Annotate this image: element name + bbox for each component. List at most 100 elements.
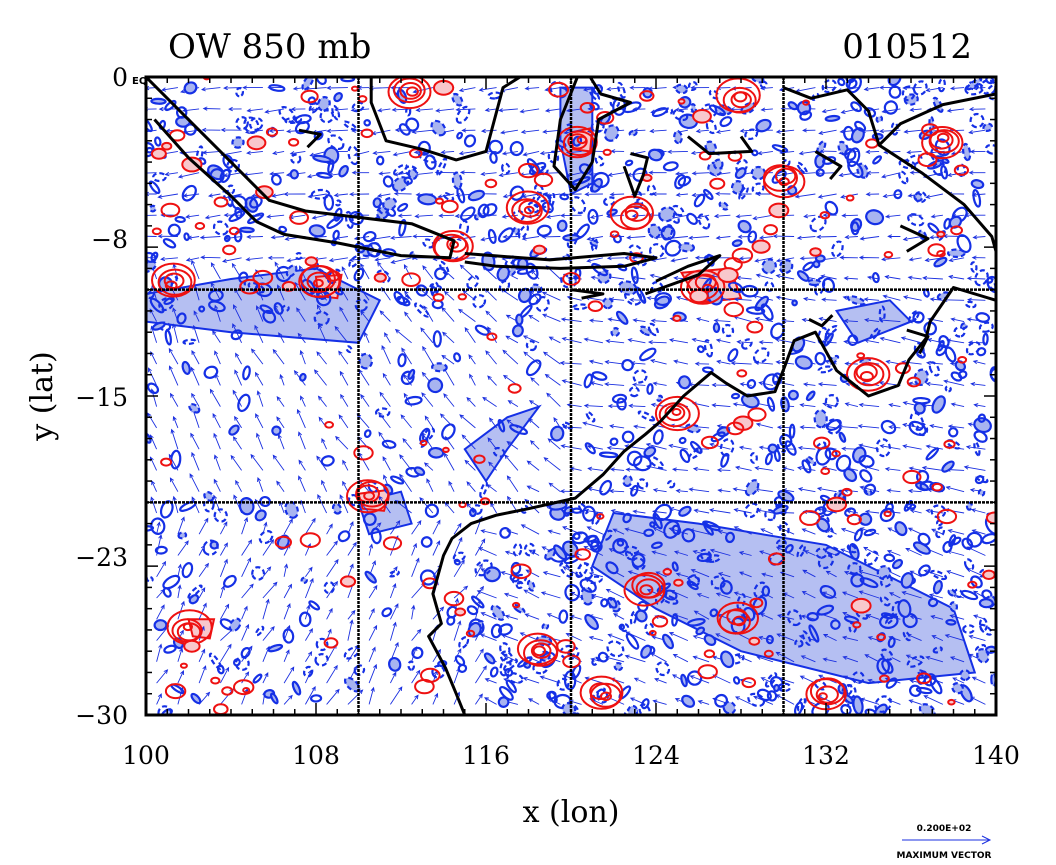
positive-contour xyxy=(927,243,946,257)
wind-vector xyxy=(673,550,689,556)
vector-legend-caption: MAXIMUM VECTOR xyxy=(896,851,991,861)
wind-vector xyxy=(545,214,561,219)
wind-vector xyxy=(156,693,162,705)
negative-contour xyxy=(649,243,665,259)
wind-vector xyxy=(459,170,476,175)
negative-contour xyxy=(721,323,735,338)
negative-contour xyxy=(720,650,735,669)
positive-contour xyxy=(879,674,890,683)
negative-contour xyxy=(912,80,928,96)
wind-vector xyxy=(930,214,943,219)
wind-vector xyxy=(347,541,357,556)
wind-vector xyxy=(672,654,689,663)
vector-legend-arrowhead xyxy=(981,835,992,845)
negative-contour xyxy=(806,278,822,287)
positive-contour xyxy=(435,197,444,205)
negative-contour xyxy=(558,609,569,624)
negative-contour xyxy=(363,119,371,127)
wind-vector xyxy=(526,460,540,471)
wind-vector xyxy=(902,295,922,301)
negative-contour xyxy=(146,382,160,395)
wind-vector xyxy=(478,87,497,92)
negative-contour xyxy=(167,223,181,237)
negative-contour xyxy=(509,185,525,201)
wind-vector xyxy=(650,318,667,323)
wind-vector xyxy=(797,487,816,493)
negative-contour xyxy=(813,679,827,691)
positive-contour xyxy=(346,479,390,514)
wind-vector xyxy=(628,403,646,408)
positive-contour xyxy=(589,682,622,708)
negative-contour xyxy=(671,204,685,217)
wind-vector xyxy=(888,592,901,599)
negative-contour xyxy=(466,275,480,290)
wind-vector xyxy=(384,332,391,344)
wind-vector xyxy=(864,318,880,323)
negative-contour xyxy=(323,581,335,595)
positive-contour xyxy=(324,421,335,429)
positive-contour xyxy=(982,569,996,580)
negative-contour xyxy=(415,284,428,297)
negative-contour xyxy=(150,517,166,535)
y-tick-label: −23 xyxy=(75,543,128,572)
negative-contour xyxy=(947,427,959,438)
negative-contour xyxy=(821,277,836,293)
positive-contour xyxy=(533,172,554,188)
positive-contour xyxy=(265,127,279,137)
negative-contour xyxy=(681,528,696,543)
negative-contour xyxy=(148,180,161,195)
wind-vector xyxy=(586,526,604,535)
negative-contour xyxy=(638,325,653,337)
negative-contour xyxy=(294,252,303,261)
wind-vector xyxy=(865,192,880,197)
negative-contour xyxy=(164,329,172,346)
negative-contour xyxy=(647,148,664,162)
negative-contour xyxy=(759,80,768,89)
positive-contour xyxy=(360,128,374,139)
negative-contour xyxy=(589,239,599,247)
wind-vector xyxy=(254,371,264,386)
wind-vector xyxy=(432,540,441,556)
negative-contour xyxy=(618,623,626,631)
wind-vector xyxy=(164,171,178,177)
negative-contour xyxy=(315,77,327,86)
positive-contour xyxy=(150,147,167,160)
wind-vector xyxy=(498,108,518,113)
negative-contour xyxy=(943,217,952,230)
negative-contour xyxy=(414,302,430,318)
negative-contour xyxy=(906,655,925,668)
wind-vector xyxy=(150,496,158,514)
negative-contour xyxy=(636,478,649,490)
wind-vector xyxy=(734,465,752,471)
negative-contour xyxy=(223,574,237,588)
positive-contour xyxy=(442,446,450,453)
positive-contour xyxy=(957,356,968,364)
wind-vector xyxy=(279,373,285,386)
wind-vector xyxy=(233,304,243,322)
negative-contour xyxy=(190,692,202,705)
negative-contour xyxy=(680,673,688,688)
wind-vector xyxy=(905,547,922,556)
wind-vector xyxy=(297,332,306,344)
wind-vector xyxy=(884,214,901,219)
negative-contour xyxy=(276,534,290,550)
wind-vector xyxy=(198,648,206,662)
wind-vector xyxy=(943,379,965,386)
positive-contour xyxy=(820,467,831,476)
positive-contour xyxy=(936,230,946,238)
negative-contour xyxy=(575,562,589,578)
negative-contour xyxy=(431,362,448,373)
negative-contour xyxy=(477,203,490,219)
negative-contour xyxy=(737,219,752,234)
wind-vector xyxy=(963,465,986,471)
wind-vector xyxy=(526,485,540,493)
negative-contour xyxy=(843,467,858,483)
wind-vector xyxy=(458,308,476,322)
wind-vector xyxy=(544,373,561,386)
positive-contour xyxy=(673,578,684,587)
coastlines xyxy=(146,77,996,715)
negative-contour xyxy=(843,148,857,161)
wind-vector xyxy=(652,699,667,705)
wind-vector xyxy=(588,318,603,323)
negative-contour xyxy=(981,533,996,545)
